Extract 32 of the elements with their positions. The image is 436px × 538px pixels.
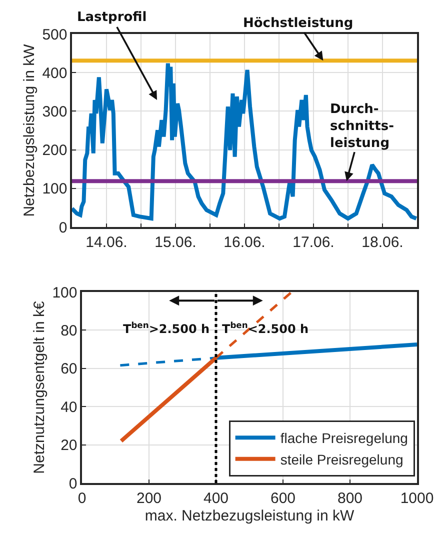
y-tick-label: 100: [52, 284, 78, 302]
y-axis-title: Netznutzungsentgelt in k€: [30, 300, 48, 474]
y-tick-label: 500: [42, 26, 68, 44]
y-axis-title: Netzbezugsleistung in kW: [20, 43, 38, 217]
x-tick-label: 1000: [400, 490, 434, 507]
x-tick-label: 15.06.: [154, 234, 196, 251]
y-tick-label: 60: [60, 360, 78, 378]
y-tick-label: 0: [58, 219, 68, 236]
y-tick-label: 400: [42, 64, 68, 82]
x-tick-label: 16.06.: [224, 234, 266, 251]
x-tick-label: 800: [337, 490, 363, 507]
annotation: T$^{ben}$<2.500 h: [222, 320, 309, 336]
legend-label: flache Preisregelung: [280, 430, 408, 446]
x-tick-label: 14.06.: [86, 234, 128, 251]
y-tick-label: 100: [42, 180, 68, 198]
y-tick-label: 0: [68, 475, 78, 492]
text: Lastprofil: [77, 10, 147, 25]
legend-label: steile Preisregelung: [280, 451, 404, 468]
x-tick-label: 600: [270, 490, 296, 507]
y-tick-label: 20: [60, 437, 78, 454]
annotation: Durch- schnitts- leistung: [330, 102, 394, 151]
y-tick-label: 200: [42, 142, 68, 160]
y-tick-label: 40: [60, 398, 78, 416]
x-tick-label: 200: [136, 490, 162, 507]
x-tick-label: 400: [203, 490, 229, 507]
y-tick-label: 300: [42, 103, 68, 120]
x-tick-label: 18.06.: [362, 234, 404, 251]
annotation: Höchstleistung: [243, 16, 354, 31]
x-tick-label: 17.06.: [292, 234, 334, 251]
annotation: T$^{ben}$>2.500 h: [123, 320, 210, 336]
x-axis-title: max. Netzbezugsleistung in kW: [144, 507, 355, 524]
y-tick-label: 80: [60, 322, 78, 340]
